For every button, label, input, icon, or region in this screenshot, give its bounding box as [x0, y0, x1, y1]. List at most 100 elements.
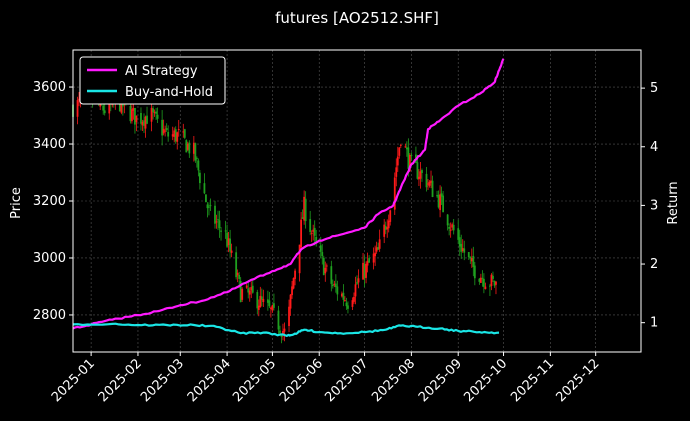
candle-body	[271, 305, 274, 311]
candle-body	[177, 129, 180, 131]
candle-body	[374, 252, 377, 257]
candle-body	[131, 109, 133, 122]
candle-body	[280, 335, 283, 337]
candle-body	[256, 292, 259, 309]
candle-body	[206, 204, 209, 209]
candle-body	[292, 278, 295, 289]
candle-body	[218, 220, 221, 229]
candle-body	[325, 265, 328, 267]
candle-body	[331, 284, 334, 287]
candle-body	[399, 144, 402, 146]
candle-body	[353, 296, 355, 302]
candle-body	[351, 300, 354, 307]
candle-body	[378, 239, 381, 249]
candle-body	[197, 160, 200, 171]
candle-body	[322, 257, 325, 276]
candle-body	[143, 120, 145, 126]
candle-body	[235, 252, 238, 278]
candle-body	[259, 295, 262, 308]
candle-body	[439, 194, 441, 211]
candle-body	[301, 217, 304, 219]
candle-body	[214, 205, 216, 224]
candle-body	[481, 278, 484, 280]
candle-body	[165, 128, 168, 131]
candle-body	[467, 252, 470, 258]
candle-body	[176, 132, 179, 142]
candle-body	[304, 198, 307, 222]
y-tick-label-right: 1	[650, 316, 658, 331]
candle-body	[135, 115, 138, 123]
candle-body	[164, 130, 167, 132]
candle-body	[230, 250, 233, 253]
y-tick-label-left: 3400	[33, 137, 66, 152]
candle-body	[408, 154, 411, 172]
candle-body	[245, 285, 248, 288]
legend-label-buy-and-hold: Buy-and-Hold	[125, 85, 213, 100]
y-tick-label-right: 3	[650, 198, 658, 213]
candle-body	[195, 157, 198, 159]
candle-body	[492, 275, 494, 279]
candle-body	[257, 305, 260, 310]
candle-body	[288, 306, 290, 326]
candle-body	[140, 112, 142, 124]
candle-body	[389, 210, 392, 222]
candle-body	[247, 288, 250, 293]
candle-body	[490, 274, 493, 286]
candle-body	[161, 119, 164, 136]
candle-body	[171, 134, 174, 137]
candle-body	[224, 230, 227, 232]
candle-body	[330, 266, 333, 284]
candle-body	[437, 194, 440, 208]
candle-body	[266, 299, 269, 303]
candle-body	[386, 227, 389, 230]
series-layer	[72, 58, 505, 337]
candle-body	[146, 115, 148, 124]
candle-body	[217, 219, 219, 221]
candle-body	[489, 285, 491, 287]
candle-body	[239, 281, 242, 303]
candle-body	[321, 252, 324, 257]
grid-layer	[73, 50, 641, 352]
candle-body	[442, 195, 445, 213]
candle-body	[365, 263, 367, 278]
candle-body	[448, 226, 451, 229]
candle-body	[460, 243, 463, 252]
candle-body	[236, 272, 239, 276]
candle-body	[375, 247, 378, 252]
candle-body	[298, 244, 301, 274]
candle-body	[362, 262, 364, 280]
candle-body	[294, 270, 296, 279]
candle-body	[227, 238, 230, 246]
candle-body	[205, 194, 207, 203]
candle-body	[269, 307, 272, 309]
y-tick-label-left: 3600	[33, 80, 66, 95]
candle-body	[377, 246, 380, 250]
candle-body	[279, 330, 281, 333]
candle-body	[251, 285, 254, 293]
candle-body	[155, 111, 157, 114]
candle-body	[156, 114, 159, 119]
candle-body	[108, 99, 111, 114]
candle-body	[303, 196, 306, 221]
candle-body	[238, 275, 241, 279]
candle-body	[132, 107, 135, 111]
candle-body	[398, 147, 401, 156]
candle-body	[493, 280, 496, 286]
candle-body	[344, 300, 346, 302]
candle-body	[150, 107, 153, 122]
candle-body	[309, 219, 312, 232]
candle-body	[428, 181, 431, 186]
candle-body	[248, 290, 251, 295]
candle-body	[186, 143, 189, 150]
candle-body	[384, 226, 387, 230]
candle-body	[319, 245, 322, 252]
candle-body	[229, 238, 232, 252]
candle-body	[482, 278, 485, 287]
candle-body	[220, 230, 222, 232]
series-line-buy-and-hold	[72, 322, 500, 337]
candle-body	[192, 142, 195, 154]
y-tick-label-right: 5	[650, 81, 658, 96]
candle-body	[183, 129, 186, 138]
candle-body	[404, 146, 407, 148]
